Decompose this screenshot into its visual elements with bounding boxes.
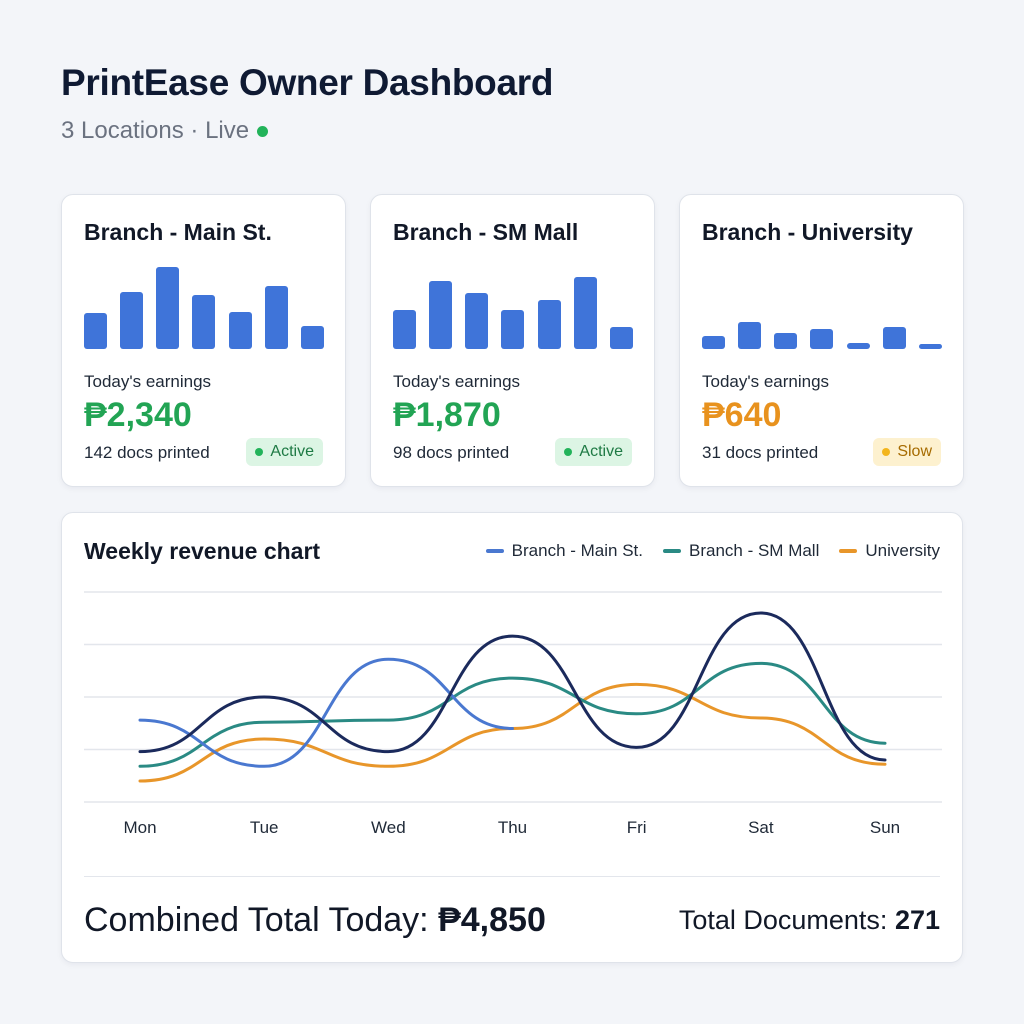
status-label: Active [579, 443, 623, 460]
branch-bar [300, 326, 324, 349]
legend-label: Branch - SM Mall [689, 541, 820, 560]
branch-mini-chart [84, 259, 324, 349]
earnings-value: ₱640 [702, 396, 782, 434]
status-badge: Slow [873, 438, 941, 466]
combined-total: Combined Total Today: ₱4,850 [84, 901, 546, 940]
branch-bar [702, 335, 725, 349]
branch-card[interactable]: Branch - University Today's earnings ₱64… [679, 194, 964, 487]
legend-label: University [865, 541, 940, 560]
branch-name: Branch - Main St. [84, 219, 272, 245]
earnings-value: ₱1,870 [393, 396, 501, 434]
legend-item: Branch - Main St. [485, 541, 643, 561]
branch-bar [465, 292, 489, 349]
branch-bar [228, 312, 252, 349]
branch-card[interactable]: Branch - SM Mall Today's earnings ₱1,870… [370, 194, 655, 487]
branch-name: Branch - SM Mall [393, 219, 579, 245]
docs-printed: 98 docs printed [393, 443, 510, 462]
branch-bar [810, 328, 834, 349]
branch-bar [609, 327, 633, 349]
branch-bar [846, 342, 870, 349]
status-label: Active [270, 443, 314, 460]
x-tick-label: Thu [498, 818, 527, 837]
series-line [138, 657, 514, 768]
legend-swatch-icon [485, 549, 504, 553]
docs-printed: 142 docs printed [84, 443, 210, 462]
branch-bar [573, 277, 597, 349]
branch-name: Branch - University [702, 219, 913, 245]
combined-total-value: ₱4,850 [438, 901, 546, 939]
earnings-value: ₱2,340 [84, 396, 192, 434]
branch-bar [774, 332, 798, 349]
legend-label: Branch - Main St. [511, 541, 643, 560]
chart-title: Weekly revenue chart [84, 538, 321, 564]
earnings-label: Today's earnings [84, 372, 212, 391]
earnings-label: Today's earnings [702, 372, 830, 391]
chart-legend: Branch - Main St. Branch - SM Mall Univers… [485, 541, 940, 561]
branch-bar [501, 310, 525, 349]
branch-bar [120, 291, 144, 349]
status-dot-icon [882, 448, 891, 456]
legend-item: Branch - SM Mall [663, 541, 819, 561]
status-badge: Active [246, 438, 323, 466]
subtitle-text: 3 Locations · Live [61, 117, 250, 144]
status-label: Slow [897, 443, 932, 460]
total-documents: Total Documents: 271 [679, 905, 940, 936]
legend-swatch-icon [663, 549, 681, 553]
x-tick-label: Sun [870, 818, 900, 837]
status-dot-icon [255, 448, 264, 456]
combined-total-label: Combined Total Today: [84, 901, 429, 939]
branch-mini-chart [393, 259, 633, 349]
x-tick-label: Sat [748, 818, 774, 837]
branch-bar [738, 322, 762, 349]
page-title: PrintEase Owner Dashboard [61, 62, 554, 103]
branch-bar [192, 294, 216, 349]
live-indicator-icon [257, 125, 269, 137]
x-tick-label: Mon [123, 818, 156, 837]
x-tick-label: Fri [627, 818, 647, 837]
branch-bar [393, 310, 416, 349]
legend-item: University [839, 541, 940, 561]
branch-bar [156, 267, 180, 349]
branch-mini-chart [702, 259, 942, 349]
x-tick-label: Tue [250, 818, 279, 837]
x-tick-label: Wed [371, 818, 406, 837]
divider [84, 876, 940, 877]
earnings-label: Today's earnings [393, 372, 521, 391]
total-documents-label: Total Documents: [678, 905, 888, 935]
branch-bar [537, 299, 561, 349]
series-line [138, 661, 887, 768]
branch-bar [264, 286, 288, 349]
page-subtitle: 3 Locations · Live [61, 117, 269, 145]
status-dot-icon [564, 448, 573, 456]
total-documents-value: 271 [894, 905, 940, 935]
branch-bar [882, 327, 906, 349]
series-line [138, 611, 887, 762]
branch-bar [429, 281, 453, 349]
weekly-revenue-chart: Mon Tue Wed Thu Fri Sat Sun [84, 591, 942, 837]
docs-printed: 31 docs printed [702, 443, 819, 462]
branch-bar [918, 343, 942, 349]
legend-swatch-icon [839, 549, 858, 553]
branch-bar [84, 313, 107, 349]
status-badge: Active [555, 438, 632, 466]
branch-card[interactable]: Branch - Main St. Today's earnings ₱2,34… [61, 194, 346, 487]
weekly-revenue-card: Weekly revenue chart Branch - Main St. Br… [61, 512, 963, 963]
